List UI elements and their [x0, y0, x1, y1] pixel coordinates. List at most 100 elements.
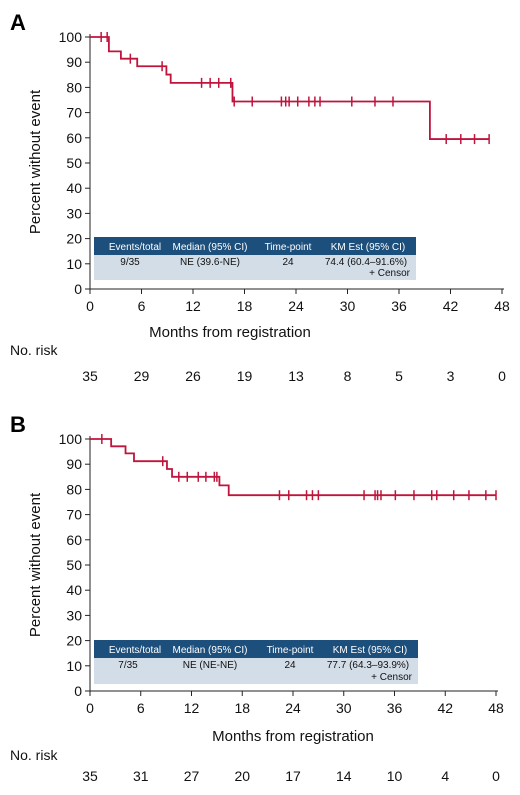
table-cell: 77.7 (64.3–93.9%) [327, 660, 409, 671]
y-tick-label: 60 [66, 532, 82, 548]
y-tick-label: 20 [66, 633, 82, 649]
panel-b-risk-label: No. risk [10, 747, 58, 763]
km-step-line [90, 36, 490, 140]
table-cell: 74.4 (60.4–91.6%) [325, 257, 407, 268]
y-tick-label: 90 [66, 456, 82, 472]
y-tick-label: 10 [66, 256, 82, 272]
y-tick-label: 100 [59, 431, 83, 447]
x-tick-label: 18 [237, 298, 253, 314]
panel-a-table-header-bg [94, 237, 416, 255]
x-tick-label: 24 [285, 700, 301, 716]
y-tick-label: 30 [66, 607, 82, 623]
panel-a-table-body-bg [94, 255, 416, 280]
x-tick-label: 24 [288, 298, 304, 314]
risk-value: 0 [498, 368, 506, 384]
risk-value: 8 [344, 368, 352, 384]
risk-value: 0 [492, 768, 500, 784]
x-tick-label: 48 [494, 298, 510, 314]
panel-a-label: A [10, 10, 26, 35]
risk-value: 10 [387, 768, 403, 784]
table-cell: 24 [282, 257, 294, 268]
y-tick-label: 70 [66, 507, 82, 523]
y-tick-label: 80 [66, 79, 82, 95]
table-cell: 9/35 [120, 257, 140, 268]
risk-value: 20 [234, 768, 250, 784]
y-tick-label: 90 [66, 54, 82, 70]
panel-a-xlabel: Months from registration [149, 324, 311, 341]
x-tick-label: 12 [185, 298, 201, 314]
panel-b-risk-values: 35 31 27 20 17 14 10 4 0 [82, 768, 500, 784]
y-tick-label: 80 [66, 481, 82, 497]
table-header: Events/total [109, 242, 161, 253]
x-tick-label: 6 [137, 700, 145, 716]
table-cell: 7/35 [118, 660, 138, 671]
risk-value: 35 [82, 368, 98, 384]
y-tick-label: 50 [66, 557, 82, 573]
panel-b-table-body-bg [94, 658, 418, 684]
table-header: Time-point [267, 645, 314, 656]
risk-value: 5 [395, 368, 403, 384]
risk-value: 13 [288, 368, 304, 384]
table-cell: NE (39.6-NE) [180, 257, 240, 268]
y-tick-label: 60 [66, 130, 82, 146]
censor-legend: + Censor [371, 672, 413, 683]
x-tick-label: 30 [340, 298, 356, 314]
y-tick-label: 30 [66, 205, 82, 221]
table-header: Median (95% CI) [172, 645, 247, 656]
y-tick-label: 0 [74, 683, 82, 699]
panel-a-axes: 0 10 20 30 40 50 60 70 80 90 100 0 6 12 18 24 30 36 42 48 [59, 29, 510, 314]
x-tick-label: 42 [443, 298, 459, 314]
panel-a-ylabel: Percent without event [27, 89, 44, 234]
x-tick-label: 0 [86, 700, 94, 716]
table-header: KM Est (95% CI) [333, 645, 407, 656]
panel-b-table-header-bg [94, 640, 418, 658]
panel-b-ylabel: Percent without event [27, 492, 44, 637]
x-tick-label: 12 [184, 700, 200, 716]
panel-a-risk-values: 35 29 26 19 13 8 5 3 0 [82, 368, 506, 384]
risk-value: 19 [237, 368, 253, 384]
risk-value: 35 [82, 768, 98, 784]
x-tick-label: 30 [336, 700, 352, 716]
panel-b-curve [90, 434, 497, 501]
y-tick-label: 40 [66, 180, 82, 196]
panel-b-label: B [10, 412, 26, 437]
y-tick-label: 100 [59, 29, 83, 45]
y-tick-label: 0 [74, 281, 82, 297]
y-tick-label: 10 [66, 658, 82, 674]
x-tick-label: 6 [138, 298, 146, 314]
table-cell: NE (NE-NE) [183, 660, 237, 671]
table-header: Median (95% CI) [172, 242, 247, 253]
risk-value: 27 [184, 768, 200, 784]
table-header: KM Est (95% CI) [331, 242, 405, 253]
table-header: Events/total [109, 645, 161, 656]
panel-b-km-table: Events/total Median (95% CI) Time-point … [94, 640, 418, 684]
risk-value: 3 [447, 368, 455, 384]
panel-a-curve [90, 32, 490, 145]
x-tick-label: 36 [387, 700, 403, 716]
table-cell: 24 [284, 660, 296, 671]
x-tick-label: 42 [437, 700, 453, 716]
risk-value: 14 [336, 768, 352, 784]
y-tick-label: 70 [66, 105, 82, 121]
panel-b-axes: 0 10 20 30 40 50 60 70 80 90 100 0 6 12 18 24 30 36 42 48 [59, 431, 504, 716]
table-header: Time-point [265, 242, 312, 253]
risk-value: 4 [441, 768, 449, 784]
panel-a-km-table: Events/total Median (95% CI) Time-point … [94, 237, 416, 280]
panel-a-risk-label: No. risk [10, 342, 58, 358]
x-tick-label: 36 [391, 298, 407, 314]
x-tick-label: 48 [488, 700, 504, 716]
y-tick-label: 20 [66, 231, 82, 247]
risk-value: 31 [133, 768, 149, 784]
panel-b-xlabel: Months from registration [212, 728, 374, 745]
x-tick-label: 0 [86, 298, 94, 314]
censor-legend: + Censor [369, 268, 411, 279]
x-tick-label: 18 [234, 700, 250, 716]
km-step-line [90, 438, 496, 497]
risk-value: 17 [285, 768, 301, 784]
y-tick-label: 40 [66, 582, 82, 598]
y-tick-label: 50 [66, 155, 82, 171]
risk-value: 26 [185, 368, 201, 384]
